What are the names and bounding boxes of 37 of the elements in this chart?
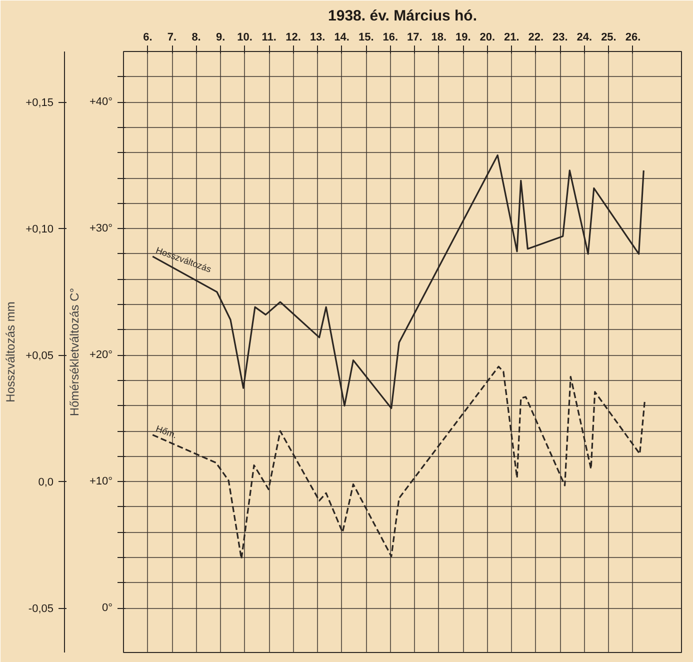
y2-tick-label: +0,10 bbox=[26, 224, 54, 236]
y-axis-title: Hőmérsékletváltozás C° bbox=[67, 288, 82, 416]
y-tick-label: 0° bbox=[102, 602, 113, 614]
x-tick-label: 9. bbox=[216, 32, 226, 44]
x-tick-label: 7. bbox=[167, 32, 177, 44]
y-tick-label: +30° bbox=[89, 222, 113, 235]
y-tick-label: +10° bbox=[89, 476, 113, 488]
x-tick-label: 23. bbox=[552, 32, 568, 44]
x-tick-label: 11. bbox=[262, 32, 276, 44]
x-tick-label: 10. bbox=[237, 32, 252, 44]
chart-title: 1938. év. Március hó. bbox=[328, 8, 477, 24]
x-tick-label: 22. bbox=[528, 32, 544, 44]
x-tick-label: 14. bbox=[334, 32, 350, 44]
y2-tick-label: 0,0 bbox=[38, 476, 54, 489]
x-tick-label: 19. bbox=[456, 32, 471, 44]
x-tick-label: 26. bbox=[625, 32, 641, 44]
x-tick-label: 8. bbox=[192, 32, 201, 44]
y2-tick-label: +0,15 bbox=[26, 97, 54, 110]
x-tick-label: 15. bbox=[358, 32, 374, 44]
x-tick-label: 24. bbox=[576, 32, 592, 44]
x-tick-label: 17. bbox=[406, 32, 422, 44]
line-series bbox=[152, 154, 644, 410]
line-series bbox=[152, 366, 646, 560]
x-tick-label: 13. bbox=[310, 32, 326, 44]
x-tick-label: 20. bbox=[480, 32, 496, 44]
x-tick-label: 25. bbox=[601, 32, 616, 44]
y2-axis-title: Hosszváltozás mm bbox=[4, 302, 18, 402]
x-tick-label: 16. bbox=[382, 32, 398, 44]
x-tick-label: 12. bbox=[286, 32, 301, 44]
y2-tick-label: -0,05 bbox=[28, 603, 54, 616]
y2-tick-label: +0,05 bbox=[26, 350, 54, 362]
text: Hőm. bbox=[154, 423, 178, 440]
x-tick-label: 6. bbox=[143, 32, 152, 44]
y-tick-label: +20° bbox=[89, 349, 113, 362]
y-tick-label: +40° bbox=[89, 96, 113, 108]
x-tick-label: 18. bbox=[431, 32, 447, 44]
x-tick-label: 21. bbox=[504, 32, 520, 44]
